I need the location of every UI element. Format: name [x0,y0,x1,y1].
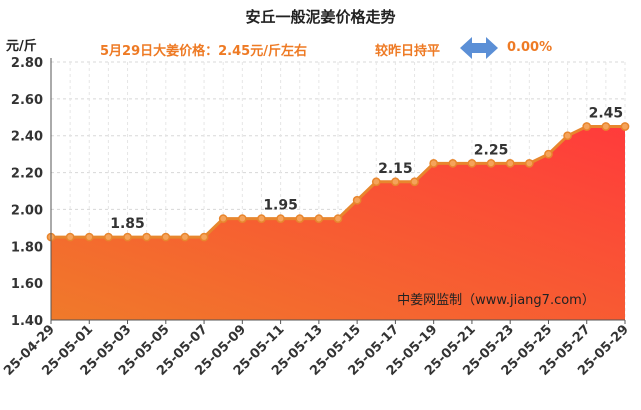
data-point [352,195,362,205]
data-point [448,159,458,168]
data-point [276,214,285,223]
data-point [467,159,477,168]
data-label: 2.15 [378,161,413,177]
data-point [295,214,305,223]
y-tick-label: 1.80 [11,240,43,255]
data-label: 2.45 [589,106,624,122]
change-percent: 0.00% [507,40,553,55]
data-point [563,131,572,141]
y-tick-label: 2.40 [11,130,43,145]
data-point [505,159,515,168]
data-point [199,232,209,242]
data-point [410,177,419,187]
data-point [429,159,439,168]
data-label: 1.85 [110,216,145,232]
y-tick-label: 2.60 [11,93,43,108]
data-point [237,214,247,223]
data-point [524,159,534,168]
data-point [142,232,152,242]
y-tick-label: 2.80 [11,56,43,71]
data-point [601,122,611,131]
data-point [257,214,266,223]
compare-label: 较昨日持平 [375,44,441,59]
data-point [65,232,75,242]
watermark: 中姜网监制（www.jiang7.com） [397,293,595,308]
data-point [161,232,171,242]
data-point [314,214,324,223]
data-point [123,232,132,242]
data-point [84,232,94,242]
data-point [544,149,553,159]
y-tick-label: 1.40 [11,314,43,329]
data-point [582,122,592,131]
price-area [51,126,625,320]
chart-title: 安丘一般泥姜价格走势 [245,8,396,26]
double-arrow-icon [460,37,498,59]
data-point [218,214,228,223]
price-summary: 5月29日大姜价格：2.45元/斤左右 [100,44,307,59]
y-tick-label: 2.00 [11,203,43,218]
y-axis-unit: 元/斤 [6,39,37,54]
data-point [371,177,381,187]
data-point [486,159,496,168]
y-tick-label: 2.20 [11,167,43,182]
data-point [104,232,113,242]
data-label: 2.25 [474,142,509,158]
data-point [391,177,400,187]
data-point [333,214,343,223]
data-label: 1.95 [263,198,298,214]
data-point [620,122,630,131]
y-tick-label: 1.60 [11,277,43,292]
data-point [180,232,190,242]
